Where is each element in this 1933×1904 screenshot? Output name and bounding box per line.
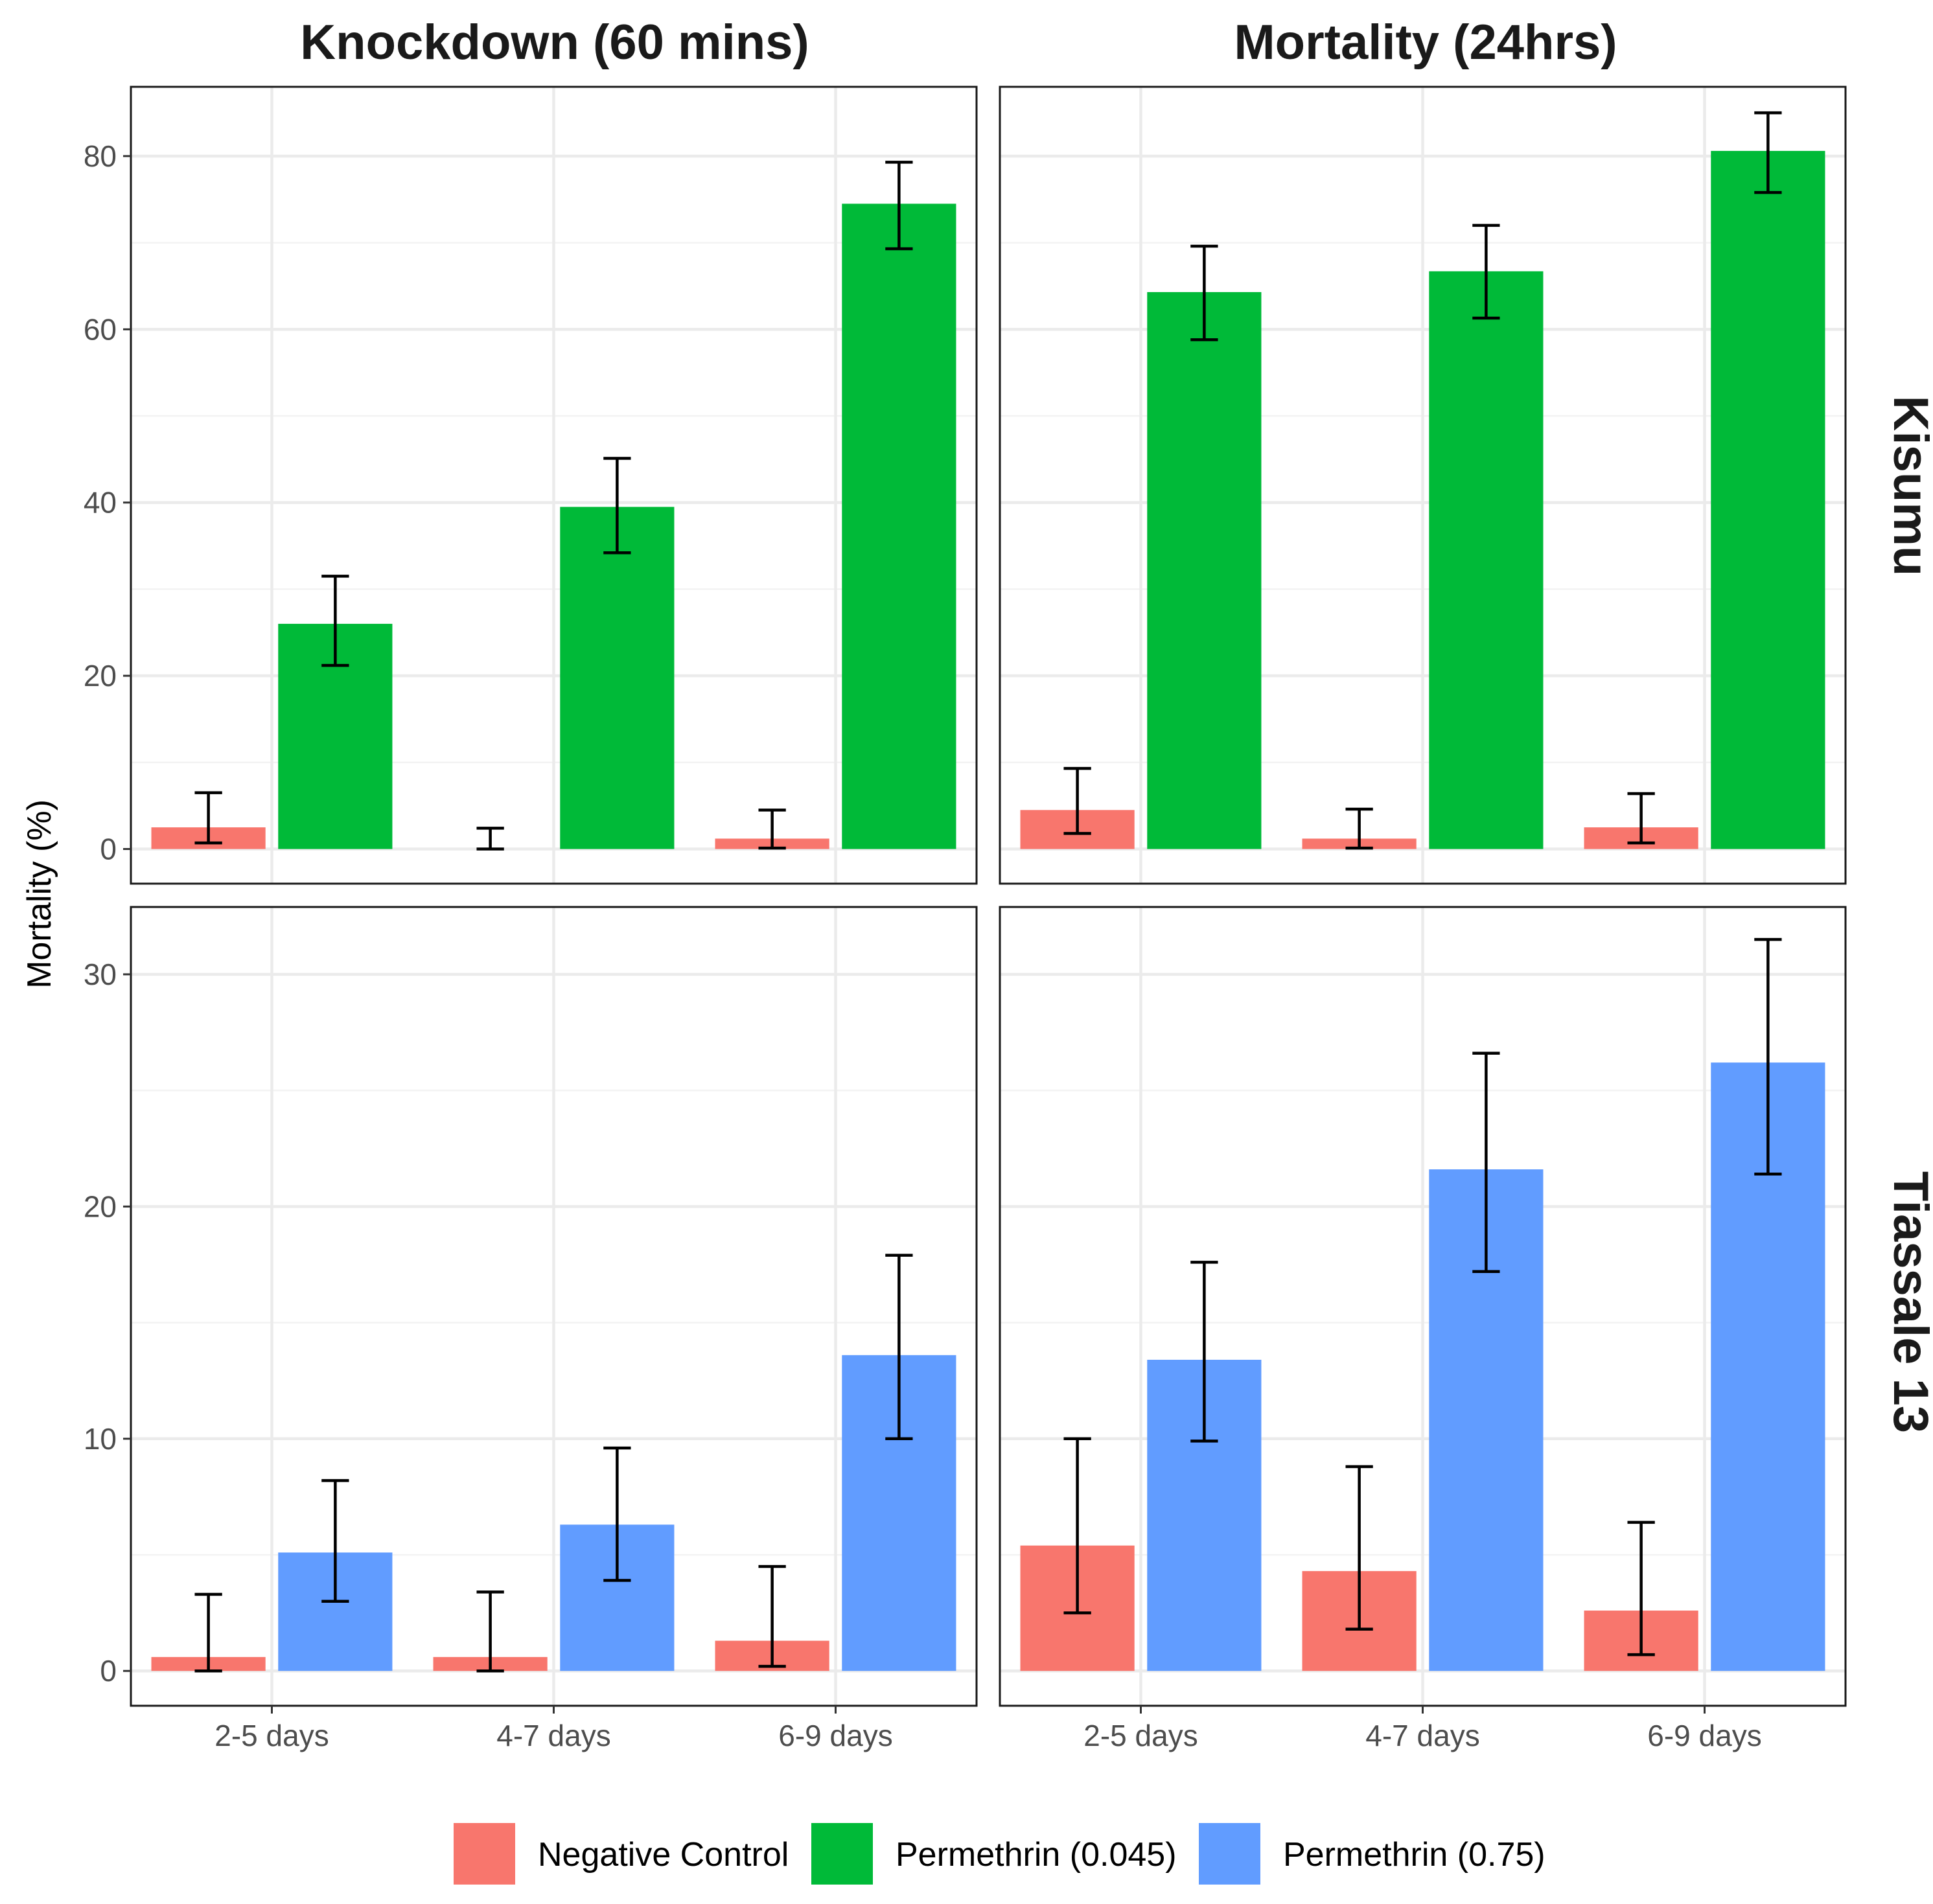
- error-bar-permethrin-0-045-4-7-days: [1472, 224, 1500, 320]
- x-tick-label-2-5-days: 2-5 days: [1083, 1719, 1198, 1752]
- error-bar-permethrin-0-75-2-5-days: [321, 1479, 349, 1603]
- row-label-kisumu: Kisumu: [1883, 396, 1933, 577]
- panel-r0c0: 0 20 40 60 80: [84, 86, 978, 885]
- error-bar-negative-control-6-9-days: [1627, 1520, 1655, 1657]
- legend-label-permethrin-075: Permethrin (0.75): [1283, 1836, 1545, 1874]
- error-bar-permethrin-0-75-4-7-days: [1472, 1051, 1500, 1273]
- y-tick-label: 0: [100, 832, 117, 866]
- y-tick-label: 60: [84, 312, 117, 346]
- y-tick-label: 40: [84, 486, 117, 520]
- y-tick-label: 20: [84, 1189, 117, 1223]
- panel-border: [999, 86, 1847, 885]
- error-bar-negative-control-4-7-days: [476, 827, 504, 851]
- legend-label-permethrin-0045: Permethrin (0.045): [896, 1836, 1177, 1874]
- y-tick-label: 0: [100, 1654, 117, 1688]
- error-bar-permethrin-0-045-2-5-days: [1190, 244, 1218, 341]
- legend-swatch-permethrin-0045: [811, 1823, 873, 1885]
- panel-r0c1: [999, 86, 1847, 885]
- panels-layer: 0 20 40 60 80 0 10 20 30 2-5 days 4-7 days 6-9 days…: [84, 86, 1847, 1752]
- legend-swatch-negative-control: [454, 1823, 515, 1885]
- panel-border: [130, 86, 978, 885]
- error-bar-permethrin-0-045-6-9-days: [885, 161, 913, 251]
- error-bar-negative-control-2-5-days: [1063, 1437, 1091, 1614]
- error-bar-permethrin-0-75-6-9-days: [1754, 937, 1782, 1176]
- bar-permethrin-0-045-6-9-days: [842, 203, 956, 849]
- error-bar-permethrin-0-045-4-7-days: [603, 457, 631, 555]
- error-bar-permethrin-0-045-6-9-days: [1754, 111, 1782, 194]
- x-tick-label-2-5-days: 2-5 days: [214, 1719, 329, 1752]
- y-axis-title: Mortality (%): [21, 799, 58, 989]
- legend: Negative Control Permethrin (0.045) Perm…: [454, 1823, 1545, 1885]
- error-bar-permethrin-0-75-6-9-days: [885, 1254, 913, 1441]
- x-tick-label-6-9-days: 6-9 days: [778, 1719, 892, 1752]
- y-tick-label: 20: [84, 659, 117, 693]
- y-tick-label: 80: [84, 139, 117, 173]
- legend-swatch-permethrin-075: [1199, 1823, 1260, 1885]
- error-bar-negative-control-6-9-days: [1627, 792, 1655, 845]
- error-bar-negative-control-4-7-days: [476, 1590, 504, 1673]
- bar-permethrin-0-045-2-5-days: [1147, 292, 1262, 849]
- x-tick-label-4-7-days: 4-7 days: [496, 1719, 610, 1752]
- x-tick-label-6-9-days: 6-9 days: [1647, 1719, 1761, 1752]
- error-bar-negative-control-2-5-days: [194, 1592, 222, 1673]
- bar-permethrin-0-045-4-7-days: [560, 507, 675, 849]
- panel-r1c0: 0 10 20 30 2-5 days 4-7 days 6-9 days: [84, 906, 978, 1752]
- y-tick-label: 30: [84, 958, 117, 991]
- bar-permethrin-0-045-6-9-days: [1711, 150, 1825, 849]
- x-tick-label-4-7-days: 4-7 days: [1365, 1719, 1479, 1752]
- column-title-mortality: Mortality (24hrs): [1234, 15, 1617, 70]
- error-bar-negative-control-4-7-days: [1345, 1465, 1373, 1631]
- row-label-tiassale: Tiassale 13: [1883, 1171, 1933, 1433]
- error-bar-permethrin-0-75-2-5-days: [1190, 1261, 1218, 1443]
- panel-r1c1: 2-5 days 4-7 days 6-9 days: [999, 906, 1847, 1752]
- error-bar-negative-control-4-7-days: [1345, 807, 1373, 850]
- error-bar-negative-control-2-5-days: [194, 791, 222, 845]
- bar-permethrin-0-045-4-7-days: [1429, 271, 1544, 849]
- error-bar-negative-control-2-5-days: [1063, 766, 1091, 835]
- error-bar-negative-control-6-9-days: [758, 1565, 786, 1668]
- column-title-knockdown: Knockdown (60 mins): [300, 15, 809, 70]
- error-bar-permethrin-0-75-4-7-days: [603, 1446, 631, 1582]
- legend-label-negative-control: Negative Control: [538, 1836, 789, 1874]
- error-bar-permethrin-0-045-2-5-days: [321, 575, 349, 667]
- error-bar-negative-control-6-9-days: [758, 809, 786, 850]
- y-tick-label: 10: [84, 1422, 117, 1456]
